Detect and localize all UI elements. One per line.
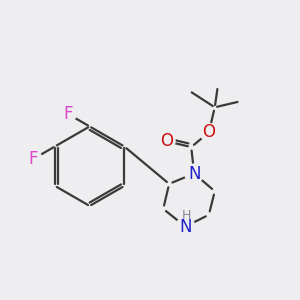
- Circle shape: [176, 217, 195, 236]
- Text: F: F: [29, 150, 38, 168]
- Text: F: F: [63, 105, 73, 123]
- Circle shape: [185, 164, 204, 183]
- Text: N: N: [188, 165, 200, 183]
- Text: H: H: [182, 209, 191, 222]
- Text: O: O: [160, 132, 173, 150]
- Circle shape: [25, 151, 42, 167]
- Circle shape: [200, 124, 218, 141]
- Circle shape: [60, 106, 76, 122]
- Circle shape: [158, 132, 175, 150]
- Text: O: O: [202, 123, 215, 141]
- Text: N: N: [179, 218, 192, 236]
